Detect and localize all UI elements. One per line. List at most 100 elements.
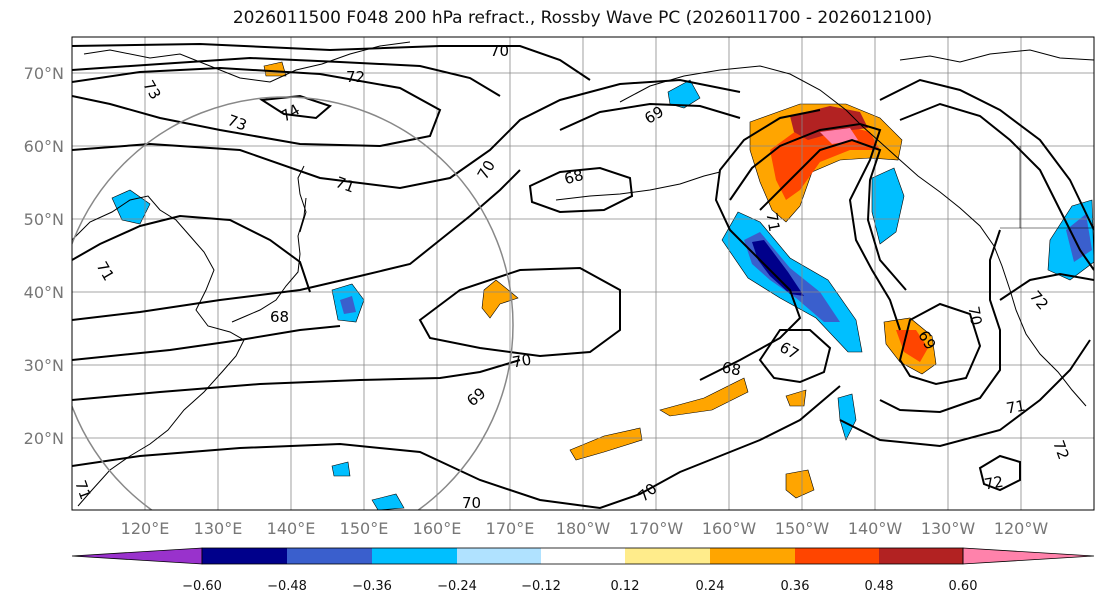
longitude-labels: 120°E 130°E 140°E 150°E 160°E 170°E 180°…: [121, 519, 1049, 538]
lon-label: 160°W: [702, 519, 757, 538]
colorbar-ticks: −0.60 −0.48 −0.36 −0.24 −0.12 0.12 0.24 …: [182, 579, 977, 594]
contour-70-mid: [72, 169, 521, 321]
colorbar-segment: [795, 548, 879, 564]
colorbar-extend-low: [71, 547, 203, 565]
positive-anomaly-hawaii-north: [659, 377, 749, 417]
contour-70-north: [72, 42, 591, 81]
negative-anomaly-japan-east-core: [340, 296, 356, 314]
contour-trough-1: [729, 122, 901, 331]
map-frame: [71, 36, 1095, 511]
coastline-japan: [231, 197, 307, 323]
lat-label: 30°N: [24, 356, 64, 375]
colorbar-tick: −0.60: [182, 579, 222, 594]
lat-label: 20°N: [24, 429, 64, 448]
coastline-sakhalin: [297, 165, 307, 233]
lon-label: 170°W: [629, 519, 684, 538]
colorbar-tick: 0.12: [611, 579, 640, 594]
colorbar-segment: [457, 548, 541, 564]
lon-label: 170°E: [486, 519, 535, 538]
contour-ridge-ne-2: [899, 102, 1094, 271]
negative-anomaly-south: [837, 393, 857, 441]
lon-label: 140°W: [848, 519, 903, 538]
colorbar-tick: −0.36: [352, 579, 392, 594]
lon-label: 150°W: [775, 519, 830, 538]
colorbar-segment: [287, 548, 372, 564]
contour-label: 71: [762, 211, 783, 233]
colorbar-tick: 0.36: [781, 579, 810, 594]
contour-trough-2: [759, 138, 907, 291]
colorbar-segment: [372, 548, 457, 564]
lon-label: 130°W: [921, 519, 976, 538]
lon-label: 150°E: [340, 519, 389, 538]
positive-anomaly-central: [481, 279, 519, 319]
contour-72: [72, 56, 501, 97]
colorbar-tick: −0.24: [437, 579, 477, 594]
negative-anomaly-streak-max: [752, 240, 804, 296]
contour-label: 68: [562, 166, 585, 188]
contour-71-asia: [72, 214, 311, 293]
lon-label: 160°E: [413, 519, 462, 538]
lon-label: 180°W: [556, 519, 611, 538]
colorbar-segment: [710, 548, 795, 564]
colorbar-tick: −0.12: [521, 579, 561, 594]
coastline-asia: [72, 195, 245, 507]
refractivity-contours: [72, 42, 1094, 510]
lat-label: 60°N: [24, 137, 64, 156]
colorbar-frame: [201, 547, 964, 565]
contour-label: 72: [346, 68, 365, 86]
contour-label: 70: [490, 42, 509, 60]
contour-70-east: [879, 229, 1001, 414]
colorbar-segment: [625, 548, 710, 564]
great-circle: [72, 96, 514, 510]
lon-label: 140°E: [267, 519, 316, 538]
negative-anomaly-far-east-core: [1066, 214, 1092, 262]
shaded-anomalies: [111, 61, 1094, 510]
contour-label: 71: [1005, 397, 1027, 418]
lon-label: 120°W: [994, 519, 1049, 538]
lon-label: 120°E: [121, 519, 170, 538]
lat-label: 70°N: [24, 64, 64, 83]
contour-label: 68: [270, 308, 289, 326]
coastlines: [72, 41, 1094, 507]
lat-label: 50°N: [24, 210, 64, 229]
contour-71-east: [839, 339, 1091, 448]
contour-label: 70: [964, 305, 985, 327]
negative-anomaly-small-2: [371, 493, 405, 510]
contour-label: 73: [225, 111, 249, 134]
positive-anomaly-east-pacific-core: [896, 330, 928, 362]
contour-label: 71: [71, 478, 94, 502]
map-gridlines: [72, 37, 1094, 510]
contour-73-outer: [72, 66, 442, 148]
positive-anomaly-south-1: [785, 469, 815, 499]
contour-68-south: [72, 325, 341, 361]
contour-67-loop: [758, 329, 832, 384]
contour-label: 70: [462, 494, 481, 512]
map-title: 2026011500 F048 200 hPa refract., Rossby…: [232, 8, 933, 28]
colorbar-tick: 0.60: [949, 579, 978, 594]
contour-70-loop: [418, 266, 621, 358]
contour-68-east: [699, 109, 821, 381]
contour-69-north: [559, 102, 741, 131]
positive-anomaly-gulf-alaska-core: [770, 124, 880, 200]
contour-label: 71: [333, 173, 357, 196]
colorbar-extend-high: [962, 547, 1095, 565]
latitude-labels: 70°N 60°N 50°N 40°N 30°N 20°N: [24, 64, 64, 448]
lat-label: 40°N: [24, 283, 64, 302]
contour-label: 72: [983, 473, 1005, 494]
coastline-alaska: [619, 65, 1087, 407]
contour-70-south: [72, 385, 841, 510]
negative-anomaly-small-1: [331, 461, 351, 477]
contour-72-east: [999, 272, 1094, 301]
contour-71: [72, 78, 741, 190]
lon-label: 130°E: [194, 519, 243, 538]
colorbar-segment: [879, 548, 963, 564]
contour-69-east-loop: [898, 302, 982, 386]
contour-label: 70: [511, 351, 533, 372]
colorbar-tick: −0.48: [267, 579, 307, 594]
contour-ridge-ne: [879, 78, 1094, 231]
coastline-north-america: [899, 49, 1094, 63]
contour-68-loop: [528, 166, 634, 214]
positive-anomaly-south-2: [785, 389, 807, 407]
positive-anomaly-hawaii-south: [569, 427, 643, 461]
